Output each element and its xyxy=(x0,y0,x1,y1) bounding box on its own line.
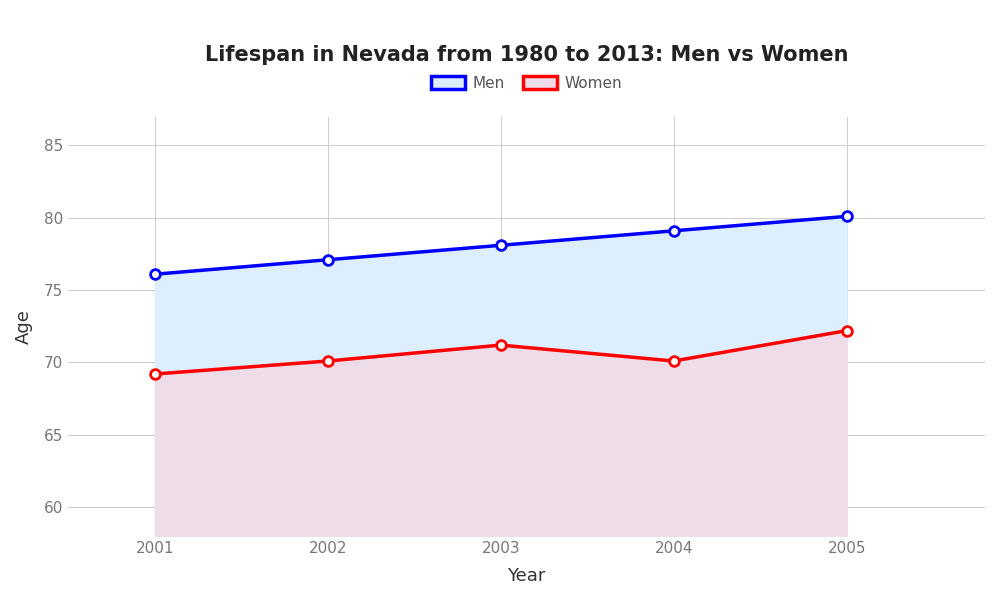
X-axis label: Year: Year xyxy=(507,567,546,585)
Title: Lifespan in Nevada from 1980 to 2013: Men vs Women: Lifespan in Nevada from 1980 to 2013: Me… xyxy=(205,45,848,65)
Legend: Men, Women: Men, Women xyxy=(425,70,628,97)
Y-axis label: Age: Age xyxy=(15,309,33,344)
